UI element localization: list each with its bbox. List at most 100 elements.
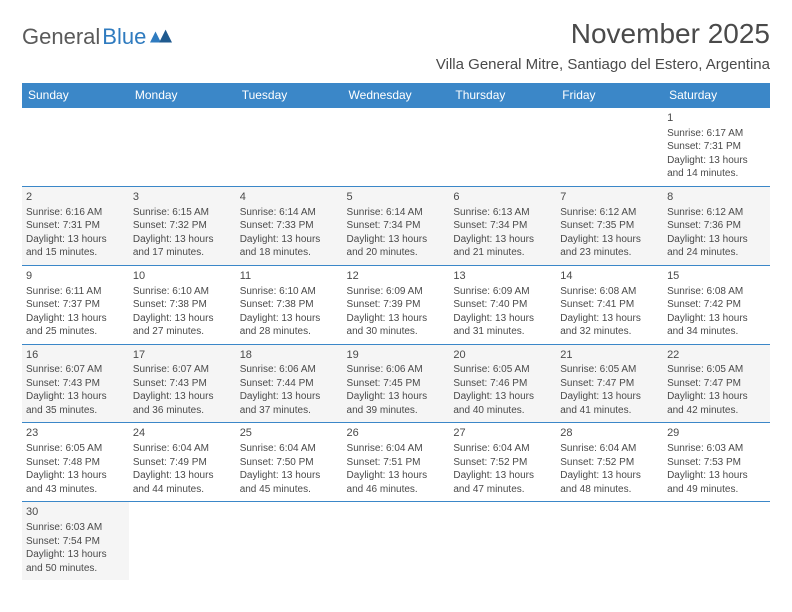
day-cell: 19Sunrise: 6:06 AMSunset: 7:45 PMDayligh… — [343, 344, 450, 423]
day-number: 23 — [26, 426, 125, 441]
sunset-line: Sunset: 7:38 PM — [133, 298, 232, 312]
day-number: 4 — [240, 190, 339, 205]
daylight-line: Daylight: 13 hours and 15 minutes. — [26, 233, 125, 260]
daylight-line: Daylight: 13 hours and 44 minutes. — [133, 469, 232, 496]
sunset-line: Sunset: 7:43 PM — [133, 377, 232, 391]
day-cell: 30Sunrise: 6:03 AMSunset: 7:54 PMDayligh… — [22, 502, 129, 580]
daylight-line: Daylight: 13 hours and 25 minutes. — [26, 312, 125, 339]
day-cell: 28Sunrise: 6:04 AMSunset: 7:52 PMDayligh… — [556, 423, 663, 502]
daylight-line: Daylight: 13 hours and 46 minutes. — [347, 469, 446, 496]
calendar-row: 9Sunrise: 6:11 AMSunset: 7:37 PMDaylight… — [22, 265, 770, 344]
sunrise-line: Sunrise: 6:14 AM — [347, 206, 446, 220]
day-number: 27 — [453, 426, 552, 441]
empty-cell — [22, 108, 129, 187]
day-number: 30 — [26, 505, 125, 520]
empty-cell — [236, 108, 343, 187]
sunset-line: Sunset: 7:33 PM — [240, 219, 339, 233]
day-number: 21 — [560, 348, 659, 363]
sunrise-line: Sunrise: 6:04 AM — [453, 442, 552, 456]
day-number: 3 — [133, 190, 232, 205]
sunrise-line: Sunrise: 6:15 AM — [133, 206, 232, 220]
sunset-line: Sunset: 7:47 PM — [560, 377, 659, 391]
day-cell: 29Sunrise: 6:03 AMSunset: 7:53 PMDayligh… — [663, 423, 770, 502]
daylight-line: Daylight: 13 hours and 40 minutes. — [453, 390, 552, 417]
day-number: 8 — [667, 190, 766, 205]
day-cell: 23Sunrise: 6:05 AMSunset: 7:48 PMDayligh… — [22, 423, 129, 502]
empty-cell — [556, 108, 663, 187]
daylight-line: Daylight: 13 hours and 37 minutes. — [240, 390, 339, 417]
weekday-header: Friday — [556, 83, 663, 108]
daylight-line: Daylight: 13 hours and 42 minutes. — [667, 390, 766, 417]
sunrise-line: Sunrise: 6:13 AM — [453, 206, 552, 220]
calendar-row: 2Sunrise: 6:16 AMSunset: 7:31 PMDaylight… — [22, 186, 770, 265]
empty-cell — [343, 502, 450, 580]
daylight-line: Daylight: 13 hours and 27 minutes. — [133, 312, 232, 339]
empty-cell — [129, 108, 236, 187]
day-cell: 11Sunrise: 6:10 AMSunset: 7:38 PMDayligh… — [236, 265, 343, 344]
sunset-line: Sunset: 7:53 PM — [667, 456, 766, 470]
sunrise-line: Sunrise: 6:10 AM — [240, 285, 339, 299]
calendar-row: 16Sunrise: 6:07 AM Sunset: 7:43 PM Dayligh… — [22, 344, 770, 423]
sunset-line: Sunset: 7:39 PM — [347, 298, 446, 312]
daylight-line: Daylight: 13 hours and 20 minutes. — [347, 233, 446, 260]
day-cell: 10Sunrise: 6:10 AMSunset: 7:38 PMDayligh… — [129, 265, 236, 344]
empty-cell — [129, 502, 236, 580]
sunrise-line: Sunrise: 6:04 AM — [240, 442, 339, 456]
day-cell: 3Sunrise: 6:15 AMSunset: 7:32 PMDaylight… — [129, 186, 236, 265]
day-cell: 14Sunrise: 6:08 AMSunset: 7:41 PMDayligh… — [556, 265, 663, 344]
day-cell: 25Sunrise: 6:04 AMSunset: 7:50 PMDayligh… — [236, 423, 343, 502]
calendar-body: 1Sunrise: 6:17 AMSunset: 7:31 PMDaylight… — [22, 108, 770, 581]
sunrise-line: Sunrise: 6:04 AM — [560, 442, 659, 456]
day-cell: 6Sunrise: 6:13 AMSunset: 7:34 PMDaylight… — [449, 186, 556, 265]
daylight-line: Daylight: 13 hours and 35 minutes. — [26, 390, 125, 417]
day-cell: 12Sunrise: 6:09 AMSunset: 7:39 PMDayligh… — [343, 265, 450, 344]
empty-cell — [449, 108, 556, 187]
daylight-line: Daylight: 13 hours and 21 minutes. — [453, 233, 552, 260]
empty-cell — [556, 502, 663, 580]
sunrise-line: Sunrise: 6:17 AM — [667, 127, 766, 141]
sunrise-line: Sunrise: 6:09 AM — [453, 285, 552, 299]
day-cell: 21Sunrise: 6:05 AMSunset: 7:47 PMDayligh… — [556, 344, 663, 423]
day-number: 1 — [667, 111, 766, 126]
calendar-row: 30Sunrise: 6:03 AMSunset: 7:54 PMDayligh… — [22, 502, 770, 580]
sunrise-line: Sunrise: 6:04 AM — [347, 442, 446, 456]
day-cell: 20Sunrise: 6:05 AMSunset: 7:46 PMDayligh… — [449, 344, 556, 423]
sunrise-line: Sunrise: 6:12 AM — [667, 206, 766, 220]
sunset-line: Sunset: 7:40 PM — [453, 298, 552, 312]
sunset-line: Sunset: 7:48 PM — [26, 456, 125, 470]
sunset-line: Sunset: 7:52 PM — [560, 456, 659, 470]
header: GeneralBlue November 2025 Villa General … — [22, 18, 770, 79]
day-cell: 1Sunrise: 6:17 AMSunset: 7:31 PMDaylight… — [663, 108, 770, 187]
day-number: 7 — [560, 190, 659, 205]
day-cell: 2Sunrise: 6:16 AMSunset: 7:31 PMDaylight… — [22, 186, 129, 265]
daylight-line: Daylight: 13 hours and 28 minutes. — [240, 312, 339, 339]
daylight-line: Daylight: 13 hours and 43 minutes. — [26, 469, 125, 496]
sunrise-line: Sunrise: 6:07 AM — [26, 363, 125, 377]
day-cell: 8Sunrise: 6:12 AMSunset: 7:36 PMDaylight… — [663, 186, 770, 265]
daylight-line: Daylight: 13 hours and 41 minutes. — [560, 390, 659, 417]
sunset-line: Sunset: 7:46 PM — [453, 377, 552, 391]
sunrise-line: Sunrise: 6:05 AM — [453, 363, 552, 377]
daylight-line: Daylight: 13 hours and 34 minutes. — [667, 312, 766, 339]
logo: GeneralBlue — [22, 24, 172, 50]
weekday-header: Wednesday — [343, 83, 450, 108]
day-cell: 24Sunrise: 6:04 AMSunset: 7:49 PMDayligh… — [129, 423, 236, 502]
logo-text-gray: General — [22, 24, 100, 50]
day-number: 14 — [560, 269, 659, 284]
sunrise-line: Sunrise: 6:08 AM — [667, 285, 766, 299]
weekday-header: Tuesday — [236, 83, 343, 108]
sunset-line: Sunset: 7:36 PM — [667, 219, 766, 233]
day-number: 16 — [26, 348, 125, 363]
month-title: November 2025 — [436, 18, 770, 50]
day-number: 28 — [560, 426, 659, 441]
day-cell: 17Sunrise: 6:07 AMSunset: 7:43 PMDayligh… — [129, 344, 236, 423]
daylight-line: Daylight: 13 hours and 17 minutes. — [133, 233, 232, 260]
day-number: 9 — [26, 269, 125, 284]
day-number: 15 — [667, 269, 766, 284]
day-cell: 13Sunrise: 6:09 AMSunset: 7:40 PMDayligh… — [449, 265, 556, 344]
day-cell: 5Sunrise: 6:14 AMSunset: 7:34 PMDaylight… — [343, 186, 450, 265]
daylight-line: Daylight: 13 hours and 14 minutes. — [667, 154, 766, 181]
sunset-line: Sunset: 7:31 PM — [667, 140, 766, 154]
day-number: 12 — [347, 269, 446, 284]
day-cell: 15Sunrise: 6:08 AMSunset: 7:42 PMDayligh… — [663, 265, 770, 344]
